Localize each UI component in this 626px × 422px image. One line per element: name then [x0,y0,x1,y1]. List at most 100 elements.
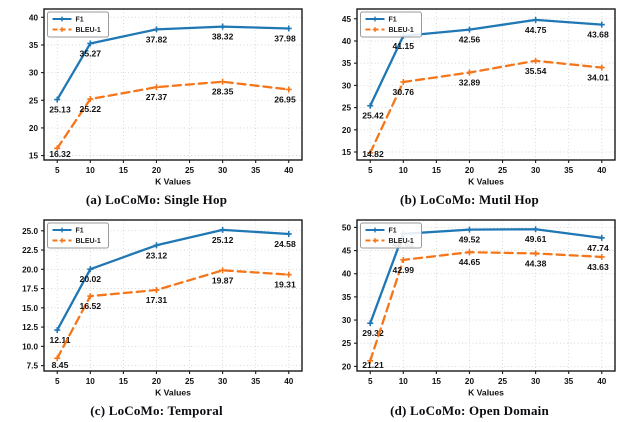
svg-text:28.35: 28.35 [212,87,234,97]
svg-text:45: 45 [342,247,352,256]
svg-text:F1: F1 [76,228,84,235]
svg-text:27.37: 27.37 [146,92,168,102]
svg-text:25: 25 [29,96,39,105]
panel-temporal: 5 10 15 20 25 30 35 40 K Values 7.5 10.0 12.5 15.0 17… [0,211,313,422]
svg-text:26.95: 26.95 [274,94,296,104]
svg-text:30: 30 [342,81,352,90]
svg-text:25: 25 [185,377,195,386]
svg-text:37.98: 37.98 [274,33,296,43]
svg-text:35: 35 [342,59,352,68]
svg-text:44.65: 44.65 [459,257,481,267]
svg-text:43.68: 43.68 [587,30,609,40]
open-domain-chart-canvas: 5 10 15 20 25 30 35 40 K Values 20 25 30 35 40 45 50 29.… [342,219,616,398]
svg-text:15: 15 [342,148,352,157]
svg-text:35: 35 [564,166,574,175]
panel-open-domain: 5 10 15 20 25 30 35 40 K Values 20 25 30 35 40 45 50 29.… [313,211,626,422]
svg-text:20.0: 20.0 [22,265,38,274]
svg-text:23.12: 23.12 [146,250,168,260]
caption-open-domain: (d) LoCoMo: Open Domain [390,403,549,418]
svg-text:BLEU-1: BLEU-1 [76,238,101,245]
svg-text:30: 30 [342,316,352,325]
svg-text:5: 5 [55,377,60,386]
svg-text:42.99: 42.99 [393,265,415,275]
svg-text:5: 5 [55,166,60,175]
svg-text:35.54: 35.54 [525,66,547,76]
svg-text:10: 10 [399,166,409,175]
svg-text:38.32: 38.32 [212,32,234,42]
svg-text:BLEU-1: BLEU-1 [76,27,101,34]
svg-text:12.11: 12.11 [49,335,70,345]
svg-text:24.58: 24.58 [274,239,296,249]
svg-text:40: 40 [597,377,607,386]
svg-text:F1: F1 [389,17,397,24]
svg-text:30: 30 [531,166,541,175]
single-hop-chart-canvas: 5 10 15 20 25 30 35 40 K Values 15 20 25 30 35 40 25.13… [29,8,303,187]
svg-text:20: 20 [152,166,162,175]
svg-text:29.32: 29.32 [362,328,384,338]
svg-text:K Values: K Values [468,177,504,187]
svg-text:25: 25 [498,377,508,386]
svg-text:25.42: 25.42 [362,111,384,121]
panel-single-hop: 5 10 15 20 25 30 35 40 K Values 15 20 25 30 35 40 25.13… [0,0,313,211]
svg-text:15: 15 [432,166,442,175]
svg-text:20: 20 [342,362,352,371]
svg-text:F1: F1 [76,17,84,24]
svg-text:21.21: 21.21 [362,360,384,370]
svg-text:35: 35 [342,293,352,302]
svg-text:10: 10 [86,377,96,386]
svg-text:25: 25 [185,166,195,175]
svg-text:20: 20 [342,126,352,135]
svg-text:17.31: 17.31 [146,295,168,305]
caption-multi-hop: (b) LoCoMo: Mutil Hop [400,192,539,207]
svg-text:7.5: 7.5 [27,362,39,371]
svg-text:14.82: 14.82 [362,149,384,159]
svg-text:20: 20 [465,166,475,175]
svg-text:10: 10 [399,377,409,386]
svg-text:40: 40 [342,37,352,46]
svg-text:25: 25 [342,339,352,348]
svg-text:16.52: 16.52 [80,301,102,311]
svg-text:45: 45 [342,15,352,24]
svg-text:20: 20 [465,377,475,386]
panel-multi-hop: 5 10 15 20 25 30 35 40 K Values 15 20 25 30 35 40 45 25.… [313,0,626,211]
svg-text:42.56: 42.56 [459,35,481,45]
svg-text:40: 40 [284,166,294,175]
svg-text:30: 30 [29,69,39,78]
svg-text:30: 30 [531,377,541,386]
svg-text:44.75: 44.75 [525,25,547,35]
svg-text:35.27: 35.27 [80,48,102,58]
svg-text:15: 15 [432,377,442,386]
svg-text:17.5: 17.5 [22,285,38,294]
svg-text:19.87: 19.87 [212,275,234,285]
svg-text:35: 35 [251,166,261,175]
svg-text:34.01: 34.01 [587,73,609,83]
svg-text:10.0: 10.0 [22,342,38,351]
svg-text:50: 50 [342,223,352,232]
svg-text:12.5: 12.5 [22,323,38,332]
svg-text:37.82: 37.82 [146,34,168,44]
caption-temporal: (c) LoCoMo: Temporal [90,403,223,418]
svg-text:40: 40 [342,270,352,279]
svg-text:15: 15 [119,377,129,386]
svg-text:F1: F1 [389,228,397,235]
svg-text:30: 30 [218,166,228,175]
svg-text:25.22: 25.22 [80,104,102,114]
svg-text:40: 40 [29,13,39,22]
svg-text:20.02: 20.02 [80,274,102,284]
svg-text:25: 25 [342,104,352,113]
svg-text:BLEU-1: BLEU-1 [389,238,414,245]
svg-text:22.5: 22.5 [22,246,38,255]
svg-text:47.74: 47.74 [587,243,609,253]
svg-text:43.63: 43.63 [587,262,609,272]
svg-text:30: 30 [218,377,228,386]
svg-text:15: 15 [29,152,39,161]
multi-hop-chart-canvas: 5 10 15 20 25 30 35 40 K Values 15 20 25 30 35 40 45 25.… [342,8,616,187]
svg-text:40: 40 [597,166,607,175]
svg-text:25.12: 25.12 [212,235,234,245]
svg-text:19.31: 19.31 [274,280,296,290]
svg-text:5: 5 [368,166,373,175]
temporal-chart-canvas: 5 10 15 20 25 30 35 40 K Values 7.5 10.0 12.5 15.0 17… [22,219,303,398]
svg-text:32.89: 32.89 [459,78,481,88]
svg-text:BLEU-1: BLEU-1 [389,27,414,34]
